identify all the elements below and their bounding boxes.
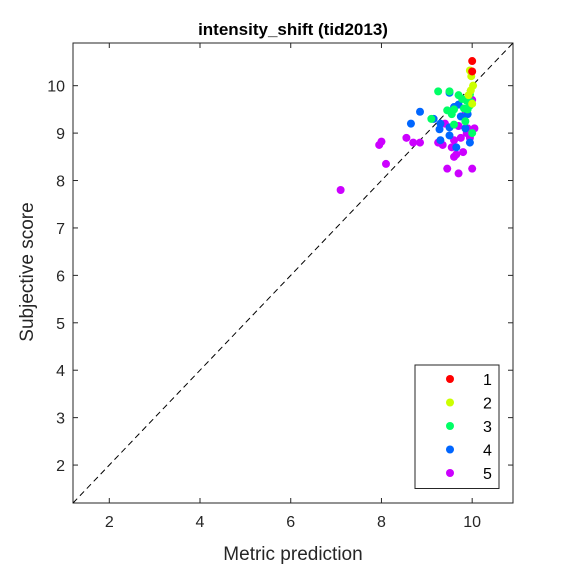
data-point-series-4 bbox=[445, 131, 454, 140]
legend-marker-1 bbox=[446, 375, 454, 383]
data-point-series-3 bbox=[468, 129, 477, 138]
data-point-series-3 bbox=[450, 120, 459, 129]
data-point-series-1 bbox=[468, 67, 477, 76]
legend-label-5: 5 bbox=[483, 466, 492, 483]
y-tick-label: 9 bbox=[56, 126, 65, 143]
data-point-series-1 bbox=[468, 57, 477, 66]
data-point-series-5 bbox=[456, 133, 465, 142]
x-tick-label: 2 bbox=[105, 514, 114, 531]
legend-marker-4 bbox=[446, 445, 454, 454]
data-point-series-5 bbox=[416, 138, 425, 147]
data-point-series-5 bbox=[443, 164, 452, 173]
data-point-series-3 bbox=[445, 87, 454, 96]
x-tick-label: 8 bbox=[377, 514, 386, 531]
data-point-series-5 bbox=[459, 148, 468, 157]
y-axis-label: Subjective score bbox=[17, 202, 38, 341]
data-point-series-2 bbox=[464, 91, 473, 100]
data-point-series-4 bbox=[452, 143, 461, 152]
y-tick-label: 5 bbox=[56, 316, 65, 333]
legend-marker-3 bbox=[446, 422, 454, 430]
legend-marker-2 bbox=[446, 398, 454, 407]
x-tick-label: 10 bbox=[463, 514, 481, 531]
legend-label-2: 2 bbox=[483, 396, 492, 413]
data-point-series-5 bbox=[454, 169, 463, 178]
data-point-series-5 bbox=[377, 137, 386, 146]
data-point-series-5 bbox=[450, 152, 459, 161]
legend-label-3: 3 bbox=[483, 419, 492, 436]
legend-label-1: 1 bbox=[483, 372, 492, 389]
y-tick-label: 7 bbox=[56, 221, 65, 238]
legend-label-4: 4 bbox=[483, 443, 492, 460]
data-point-series-5 bbox=[402, 133, 411, 142]
data-point-series-4 bbox=[406, 119, 415, 128]
chart-title: intensity_shift (tid2013) bbox=[198, 20, 388, 39]
y-tick-label: 10 bbox=[47, 79, 65, 96]
x-tick-label: 6 bbox=[286, 514, 295, 531]
data-point-series-3 bbox=[427, 114, 436, 123]
data-point-series-4 bbox=[416, 107, 425, 116]
y-tick-label: 8 bbox=[56, 174, 65, 191]
x-tick-label: 4 bbox=[196, 514, 205, 531]
identity-line bbox=[72, 42, 514, 504]
legend-marker-5 bbox=[446, 469, 454, 477]
legend: 1 2 3 4 5 bbox=[414, 364, 500, 489]
legend-box bbox=[414, 364, 500, 489]
data-point-series-2 bbox=[468, 99, 477, 108]
data-point-series-4 bbox=[465, 138, 474, 147]
data-point-series-3 bbox=[447, 110, 456, 119]
data-point-series-3 bbox=[434, 87, 443, 96]
data-point-series-4 bbox=[461, 124, 470, 133]
data-point-series-5 bbox=[336, 186, 345, 195]
y-tick-label: 2 bbox=[56, 458, 65, 475]
y-tick-label: 6 bbox=[56, 268, 65, 285]
y-tick-label: 3 bbox=[56, 411, 65, 428]
data-point-series-4 bbox=[435, 125, 444, 134]
y-tick-label: 4 bbox=[56, 363, 65, 380]
data-point-series-5 bbox=[468, 164, 477, 173]
data-point-series-4 bbox=[436, 136, 445, 145]
data-point-series-5 bbox=[409, 138, 418, 147]
data-point-series-3 bbox=[461, 117, 470, 126]
x-axis-label: Metric prediction bbox=[223, 544, 362, 565]
data-point-series-5 bbox=[381, 159, 390, 168]
